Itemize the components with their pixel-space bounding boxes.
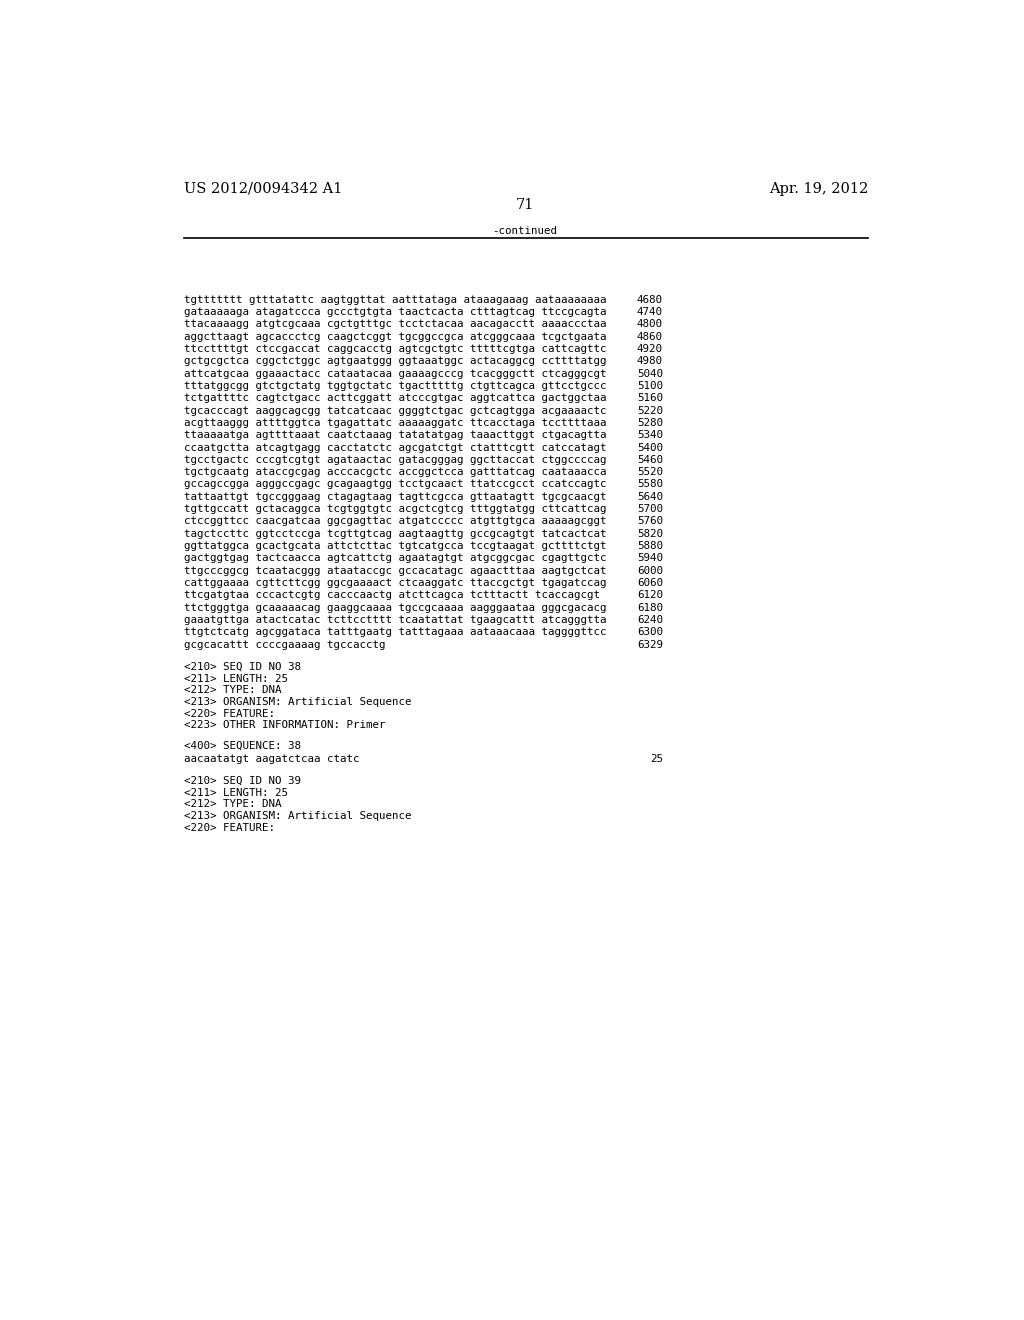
Text: tttatggcgg gtctgctatg tggtgctatc tgactttttg ctgttcagca gttcctgccc: tttatggcgg gtctgctatg tggtgctatc tgacttt… — [183, 381, 606, 391]
Text: 4980: 4980 — [637, 356, 663, 366]
Text: ttcgatgtaa cccactcgtg cacccaactg atcttcagca tctttactt tcaccagcgt: ttcgatgtaa cccactcgtg cacccaactg atcttca… — [183, 590, 600, 601]
Text: 6000: 6000 — [637, 566, 663, 576]
Text: tgcctgactc cccgtcgtgt agataactac gatacgggag ggcttaccat ctggccccag: tgcctgactc cccgtcgtgt agataactac gatacgg… — [183, 455, 606, 465]
Text: 6300: 6300 — [637, 627, 663, 638]
Text: tattaattgt tgccgggaag ctagagtaag tagttcgcca gttaatagtt tgcgcaacgt: tattaattgt tgccgggaag ctagagtaag tagttcg… — [183, 492, 606, 502]
Text: tgttgccatt gctacaggca tcgtggtgtc acgctcgtcg tttggtatgg cttcattcag: tgttgccatt gctacaggca tcgtggtgtc acgctcg… — [183, 504, 606, 513]
Text: aacaatatgt aagatctcaa ctatc: aacaatatgt aagatctcaa ctatc — [183, 754, 359, 764]
Text: US 2012/0094342 A1: US 2012/0094342 A1 — [183, 182, 342, 195]
Text: 71: 71 — [516, 198, 534, 213]
Text: -continued: -continued — [493, 226, 557, 236]
Text: ttacaaaagg atgtcgcaaa cgctgtttgc tcctctacaa aacagacctt aaaaccctaa: ttacaaaagg atgtcgcaaa cgctgtttgc tcctcta… — [183, 319, 606, 329]
Text: 4860: 4860 — [637, 331, 663, 342]
Text: 5280: 5280 — [637, 418, 663, 428]
Text: ggttatggca gcactgcata attctcttac tgtcatgcca tccgtaagat gcttttctgt: ggttatggca gcactgcata attctcttac tgtcatg… — [183, 541, 606, 550]
Text: acgttaaggg attttggtca tgagattatc aaaaaggatc ttcacctaga tccttttaaa: acgttaaggg attttggtca tgagattatc aaaaagg… — [183, 418, 606, 428]
Text: 5820: 5820 — [637, 529, 663, 539]
Text: aggcttaagt agcaccctcg caagctcggt tgcggccgca atcgggcaaa tcgctgaata: aggcttaagt agcaccctcg caagctcggt tgcggcc… — [183, 331, 606, 342]
Text: 4680: 4680 — [637, 294, 663, 305]
Text: <220> FEATURE:: <220> FEATURE: — [183, 822, 274, 833]
Text: <210> SEQ ID NO 38: <210> SEQ ID NO 38 — [183, 661, 301, 672]
Text: Apr. 19, 2012: Apr. 19, 2012 — [769, 182, 868, 195]
Text: 5460: 5460 — [637, 455, 663, 465]
Text: 5520: 5520 — [637, 467, 663, 477]
Text: 5100: 5100 — [637, 381, 663, 391]
Text: gcgcacattt ccccgaaaag tgccacctg: gcgcacattt ccccgaaaag tgccacctg — [183, 640, 385, 649]
Text: <223> OTHER INFORMATION: Primer: <223> OTHER INFORMATION: Primer — [183, 721, 385, 730]
Text: <211> LENGTH: 25: <211> LENGTH: 25 — [183, 788, 288, 797]
Text: ttctgggtga gcaaaaacag gaaggcaaaa tgccgcaaaa aagggaataa gggcgacacg: ttctgggtga gcaaaaacag gaaggcaaaa tgccgca… — [183, 603, 606, 612]
Text: tgcacccagt aaggcagcgg tatcatcaac ggggtctgac gctcagtgga acgaaaactc: tgcacccagt aaggcagcgg tatcatcaac ggggtct… — [183, 405, 606, 416]
Text: 5340: 5340 — [637, 430, 663, 440]
Text: 4800: 4800 — [637, 319, 663, 329]
Text: ttaaaaatga agttttaaat caatctaaag tatatatgag taaacttggt ctgacagtta: ttaaaaatga agttttaaat caatctaaag tatatat… — [183, 430, 606, 440]
Text: cattggaaaa cgttcttcgg ggcgaaaact ctcaaggatc ttaccgctgt tgagatccag: cattggaaaa cgttcttcgg ggcgaaaact ctcaagg… — [183, 578, 606, 587]
Text: 5220: 5220 — [637, 405, 663, 416]
Text: <220> FEATURE:: <220> FEATURE: — [183, 709, 274, 718]
Text: tctgattttc cagtctgacc acttcggatt atcccgtgac aggtcattca gactggctaa: tctgattttc cagtctgacc acttcggatt atcccgt… — [183, 393, 606, 403]
Text: 6180: 6180 — [637, 603, 663, 612]
Text: 4740: 4740 — [637, 308, 663, 317]
Text: 6120: 6120 — [637, 590, 663, 601]
Text: attcatgcaa ggaaactacc cataatacaa gaaaagcccg tcacgggctt ctcagggcgt: attcatgcaa ggaaactacc cataatacaa gaaaagc… — [183, 368, 606, 379]
Text: 5880: 5880 — [637, 541, 663, 550]
Text: <212> TYPE: DNA: <212> TYPE: DNA — [183, 800, 282, 809]
Text: 6329: 6329 — [637, 640, 663, 649]
Text: tgctgcaatg ataccgcgag acccacgctc accggctcca gatttatcag caataaacca: tgctgcaatg ataccgcgag acccacgctc accggct… — [183, 467, 606, 477]
Text: ttccttttgt ctccgaccat caggcacctg agtcgctgtc tttttcgtga cattcagttc: ttccttttgt ctccgaccat caggcacctg agtcgct… — [183, 345, 606, 354]
Text: <400> SEQUENCE: 38: <400> SEQUENCE: 38 — [183, 741, 301, 750]
Text: 4920: 4920 — [637, 345, 663, 354]
Text: tagctccttc ggtcctccga tcgttgtcag aagtaagttg gccgcagtgt tatcactcat: tagctccttc ggtcctccga tcgttgtcag aagtaag… — [183, 529, 606, 539]
Text: ttgtctcatg agcggataca tatttgaatg tatttagaaa aataaacaaa taggggttcc: ttgtctcatg agcggataca tatttgaatg tatttag… — [183, 627, 606, 638]
Text: 5160: 5160 — [637, 393, 663, 403]
Text: gctgcgctca cggctctggc agtgaatggg ggtaaatggc actacaggcg ccttttatgg: gctgcgctca cggctctggc agtgaatggg ggtaaat… — [183, 356, 606, 366]
Text: gaaatgttga atactcatac tcttcctttt tcaatattat tgaagcattt atcagggtta: gaaatgttga atactcatac tcttcctttt tcaatat… — [183, 615, 606, 624]
Text: <213> ORGANISM: Artificial Sequence: <213> ORGANISM: Artificial Sequence — [183, 810, 412, 821]
Text: gataaaaaga atagatccca gccctgtgta taactcacta ctttagtcag ttccgcagta: gataaaaaga atagatccca gccctgtgta taactca… — [183, 308, 606, 317]
Text: 5640: 5640 — [637, 492, 663, 502]
Text: 6240: 6240 — [637, 615, 663, 624]
Text: 5940: 5940 — [637, 553, 663, 564]
Text: 25: 25 — [650, 754, 663, 764]
Text: <211> LENGTH: 25: <211> LENGTH: 25 — [183, 673, 288, 684]
Text: ccaatgctta atcagtgagg cacctatctc agcgatctgt ctatttcgtt catccatagt: ccaatgctta atcagtgagg cacctatctc agcgatc… — [183, 442, 606, 453]
Text: <212> TYPE: DNA: <212> TYPE: DNA — [183, 685, 282, 696]
Text: <213> ORGANISM: Artificial Sequence: <213> ORGANISM: Artificial Sequence — [183, 697, 412, 708]
Text: 5040: 5040 — [637, 368, 663, 379]
Text: 6060: 6060 — [637, 578, 663, 587]
Text: ttgcccggcg tcaatacggg ataataccgc gccacatagc agaactttaa aagtgctcat: ttgcccggcg tcaatacggg ataataccgc gccacat… — [183, 566, 606, 576]
Text: gactggtgag tactcaacca agtcattctg agaatagtgt atgcggcgac cgagttgctc: gactggtgag tactcaacca agtcattctg agaatag… — [183, 553, 606, 564]
Text: 5400: 5400 — [637, 442, 663, 453]
Text: 5580: 5580 — [637, 479, 663, 490]
Text: <210> SEQ ID NO 39: <210> SEQ ID NO 39 — [183, 776, 301, 785]
Text: 5760: 5760 — [637, 516, 663, 527]
Text: gccagccgga agggccgagc gcagaagtgg tcctgcaact ttatccgcct ccatccagtc: gccagccgga agggccgagc gcagaagtgg tcctgca… — [183, 479, 606, 490]
Text: ctccggttcc caacgatcaa ggcgagttac atgatccccc atgttgtgca aaaaagcggt: ctccggttcc caacgatcaa ggcgagttac atgatcc… — [183, 516, 606, 527]
Text: 5700: 5700 — [637, 504, 663, 513]
Text: tgttttttt gtttatattc aagtggttat aatttataga ataaagaaag aataaaaaaaa: tgttttttt gtttatattc aagtggttat aatttata… — [183, 294, 606, 305]
